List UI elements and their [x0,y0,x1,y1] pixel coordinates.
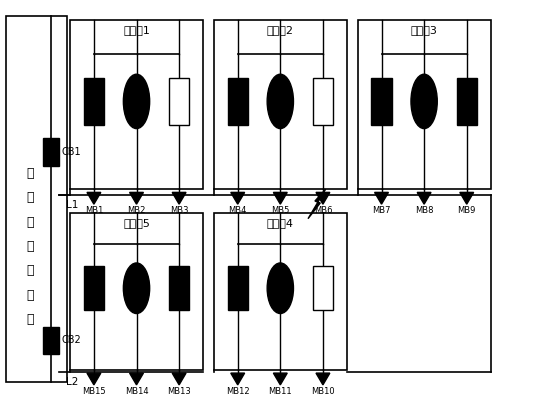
Text: MB12: MB12 [226,387,249,396]
Polygon shape [374,192,388,204]
Text: 开关房5: 开关房5 [123,218,150,228]
Bar [313,78,333,125]
Text: 开关房3: 开关房3 [411,25,437,35]
Text: MB14: MB14 [125,387,148,396]
Text: 电: 电 [26,191,34,205]
Text: 母: 母 [26,289,34,302]
Text: MB9: MB9 [458,206,476,215]
Polygon shape [316,192,330,204]
Text: MB13: MB13 [167,387,191,396]
Bar [6,16,67,382]
Bar [169,266,189,310]
Text: MB3: MB3 [170,206,189,215]
Text: MB15: MB15 [82,387,106,396]
Bar [43,138,59,166]
Ellipse shape [123,74,150,129]
Text: MB10: MB10 [311,387,335,396]
Polygon shape [417,192,431,204]
Text: 压: 压 [26,264,34,277]
Polygon shape [460,192,474,204]
Ellipse shape [123,263,150,314]
Bar [227,266,248,310]
Bar [70,20,203,189]
Bar [313,266,333,310]
Text: 变: 变 [26,167,34,180]
Bar [371,78,391,125]
Polygon shape [231,373,245,385]
Text: MB4: MB4 [229,206,247,215]
Text: 开关房2: 开关房2 [267,25,294,35]
Polygon shape [172,373,186,385]
Text: 站: 站 [26,216,34,229]
Polygon shape [172,192,186,204]
Ellipse shape [267,74,294,129]
Text: MB5: MB5 [271,206,289,215]
Text: MB11: MB11 [269,387,292,396]
Text: 开关房4: 开关房4 [267,218,294,228]
Ellipse shape [411,74,437,129]
Bar [43,327,59,354]
Polygon shape [231,192,245,204]
Text: 线: 线 [26,313,34,326]
Text: MB2: MB2 [127,206,146,215]
Bar [84,78,104,125]
Polygon shape [130,373,144,385]
Polygon shape [308,189,326,219]
Polygon shape [316,373,330,385]
Text: 低: 低 [26,240,34,253]
Text: MB6: MB6 [313,206,332,215]
Polygon shape [273,373,287,385]
Text: MB1: MB1 [85,206,103,215]
Polygon shape [273,192,287,204]
Text: L1: L1 [66,200,78,210]
Text: CB2: CB2 [62,336,82,345]
Bar [169,78,189,125]
Text: MB8: MB8 [415,206,434,215]
Polygon shape [130,192,144,204]
Bar [214,213,347,370]
Polygon shape [87,373,101,385]
Bar [214,20,347,189]
Bar [358,20,491,189]
Text: 开关房1: 开关房1 [123,25,150,35]
Bar [84,266,104,310]
Bar [227,78,248,125]
Text: CB1: CB1 [62,147,82,157]
Bar [457,78,477,125]
Ellipse shape [267,263,294,314]
Bar [70,213,203,370]
Text: L2: L2 [66,377,78,386]
Text: MB7: MB7 [372,206,391,215]
Polygon shape [87,192,101,204]
